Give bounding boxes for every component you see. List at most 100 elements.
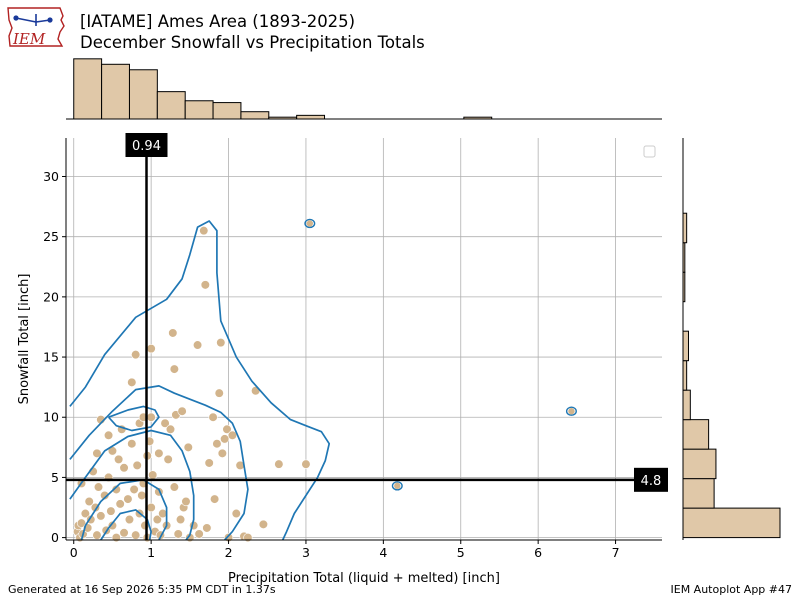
iem-logo: IEM (7, 7, 65, 48)
app-id: IEM Autoplot App #47 (670, 583, 793, 596)
mean-snow-label-box (634, 467, 668, 492)
data-point (137, 490, 147, 501)
outlier-ring (304, 218, 316, 229)
data-point (84, 496, 94, 507)
data-point (202, 523, 212, 533)
title-line-2: December Snowfall vs Precipitation Total… (80, 33, 425, 52)
data-point (274, 459, 284, 469)
y-tick-label: 10 (43, 410, 59, 425)
x-tick-label: 7 (612, 545, 620, 560)
data-point (212, 439, 222, 449)
data-point (146, 502, 156, 513)
outlier-ring (565, 406, 577, 416)
data-point (152, 514, 162, 525)
data-point (210, 494, 220, 504)
density-contour (69, 385, 249, 541)
right-hist-bar (682, 212, 688, 244)
data-point (208, 412, 218, 422)
data-point (129, 484, 139, 495)
data-point (114, 454, 124, 464)
data-point (258, 519, 268, 529)
y-axis-label: Snowfall Total [inch] (17, 274, 32, 405)
data-point (216, 338, 226, 348)
logo-text: IEM (12, 30, 46, 48)
data-point (111, 484, 121, 495)
right-histogram (682, 138, 781, 540)
x-tick-label: 2 (225, 545, 233, 560)
right-hist-bar (682, 389, 691, 421)
density-contours (69, 220, 331, 541)
data-point (119, 528, 129, 538)
data-point (177, 406, 187, 416)
right-hist-bar (682, 330, 689, 362)
data-point (243, 532, 253, 543)
data-point (92, 448, 102, 458)
data-point (131, 350, 141, 360)
data-point (231, 508, 241, 519)
x-tick-label: 6 (534, 545, 542, 560)
grid (66, 138, 662, 540)
mean-snow-label: 4.8 (641, 474, 662, 489)
outlier-ring (391, 481, 403, 491)
data-point (175, 514, 186, 525)
y-tick-label: 0 (51, 530, 59, 545)
x-tick-label: 0 (70, 545, 78, 560)
data-point (200, 280, 210, 290)
density-contour (69, 429, 195, 541)
right-hist-bar (682, 419, 710, 450)
y-tick-label: 25 (43, 229, 59, 244)
top-hist-bar (101, 63, 130, 120)
mean-reference-lines: 0.94 4.8 (66, 133, 668, 540)
data-point (222, 424, 232, 434)
data-point (132, 460, 142, 470)
data-point (93, 482, 104, 492)
legend-box (643, 145, 656, 158)
data-point (163, 454, 173, 464)
data-point (100, 490, 110, 501)
outlier-point (568, 408, 575, 415)
data-point (111, 532, 121, 543)
density-contour (69, 220, 331, 541)
y-tick-label: 15 (43, 350, 59, 365)
data-point (92, 530, 102, 540)
data-point (192, 340, 203, 350)
data-point (183, 442, 193, 452)
y-tick-label: 5 (51, 470, 59, 485)
data-point (204, 458, 214, 468)
data-point (217, 448, 227, 458)
data-point (160, 418, 170, 428)
data-point (214, 388, 224, 398)
data-point (96, 511, 106, 521)
x-tick-label: 1 (147, 545, 155, 560)
data-point (220, 434, 230, 444)
data-point (146, 344, 156, 354)
data-point (119, 463, 129, 473)
data-point (148, 470, 158, 480)
data-point (115, 499, 125, 509)
right-hist-bar (682, 507, 781, 539)
tick-labels: 0 1 2 3 4 5 6 7 0 5 10 15 20 25 30 (43, 169, 619, 560)
data-point (124, 514, 135, 525)
data-point (107, 520, 118, 531)
data-point (194, 529, 204, 539)
y-tick-label: 30 (43, 169, 59, 184)
right-hist-bar (682, 360, 688, 391)
top-hist-bar (296, 114, 326, 120)
data-point (154, 448, 164, 458)
data-point (131, 530, 141, 540)
mean-precip-label-box (125, 133, 168, 157)
y-tick-label: 20 (43, 289, 59, 304)
top-hist-bar (240, 111, 270, 120)
data-point (165, 424, 176, 434)
title-line-1: [IATAME] Ames Area (1893-2025) (80, 12, 356, 31)
mean-precip-label: 0.94 (132, 139, 161, 154)
data-point (173, 529, 183, 539)
right-hist-bar (682, 478, 715, 509)
density-contour (107, 405, 160, 432)
data-point (127, 377, 137, 387)
outlier-point (394, 482, 401, 490)
top-hist-bar (128, 69, 158, 120)
density-contour (100, 509, 152, 541)
outlier-point (306, 220, 314, 227)
